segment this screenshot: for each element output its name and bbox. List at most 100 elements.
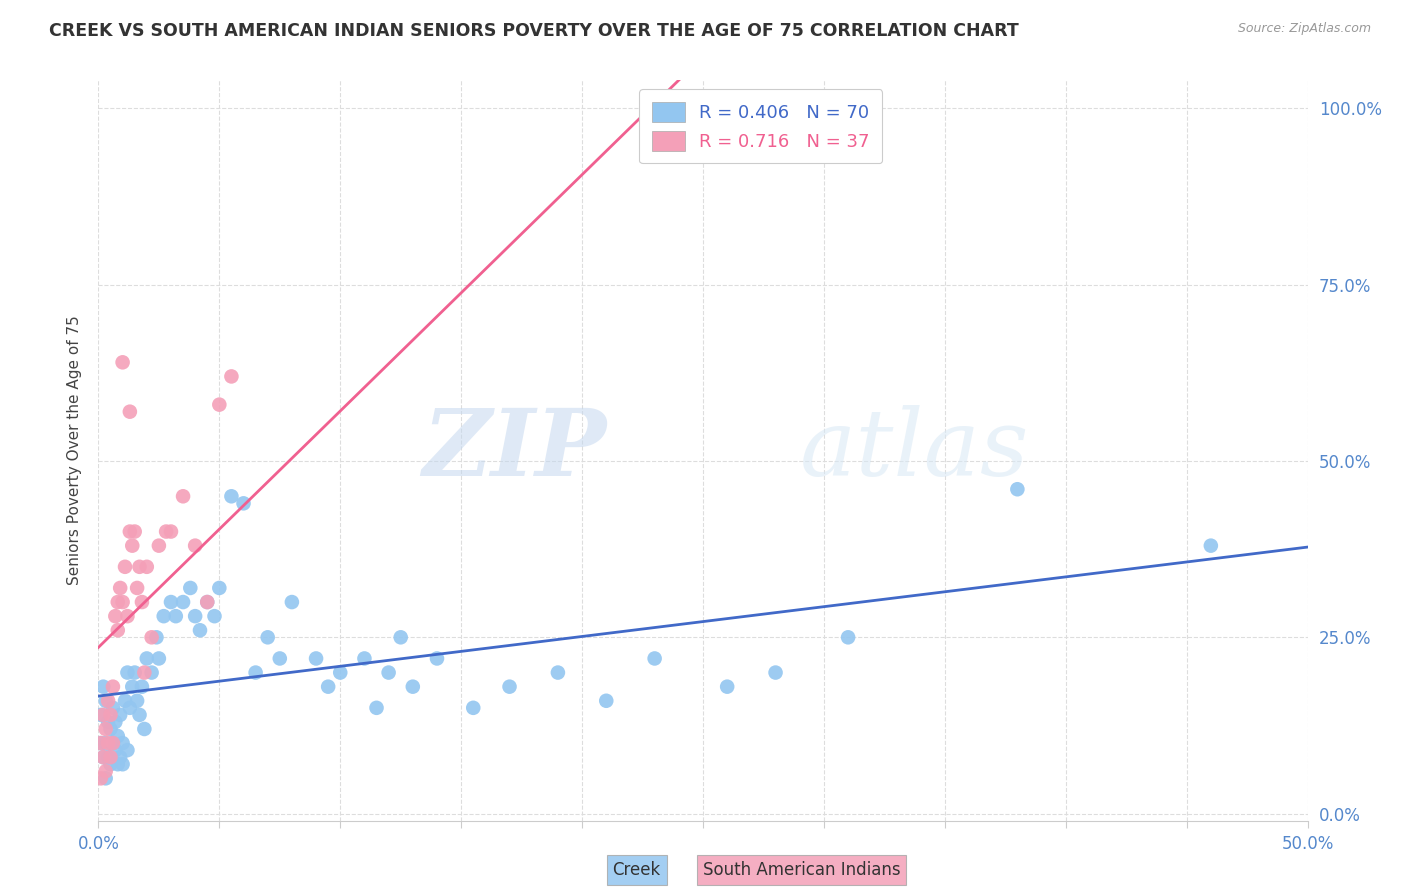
Point [135,559,157,574]
Point [124,665,146,680]
Point [104,609,127,624]
Point [104,714,127,729]
Point [195,595,218,609]
Point [245,665,267,680]
Point [118,524,141,539]
Point [127,581,149,595]
Point [128,559,150,574]
Point [124,524,146,539]
Point [100,757,122,772]
Point [498,680,520,694]
Legend: R = 0.406   N = 70, R = 0.716   N = 37: R = 0.406 N = 70, R = 0.716 N = 37 [640,89,882,163]
Point [111,736,134,750]
Point [91,750,114,764]
Y-axis label: Seniors Poverty Over the Age of 75: Seniors Poverty Over the Age of 75 [67,316,83,585]
Point [172,489,194,503]
Point [108,581,131,595]
Point [108,750,131,764]
Point [100,722,122,736]
Point [426,651,449,665]
Text: Creek: Creek [613,861,661,879]
Point [97,714,120,729]
Point [118,405,141,419]
Point [91,707,114,722]
Point [111,595,134,609]
Point [204,609,226,624]
Point [90,736,112,750]
Point [131,680,153,694]
Point [117,609,139,624]
Point [765,665,787,680]
Point [94,736,117,750]
Point [121,539,143,553]
Point [97,694,120,708]
Point [90,707,112,722]
Point [101,736,124,750]
Point [463,701,485,715]
Point [107,624,129,638]
Point [90,772,112,786]
Point [160,524,183,539]
Point [148,539,170,553]
Point [100,707,122,722]
Point [179,581,201,595]
Point [155,524,177,539]
Point [208,581,231,595]
Point [107,595,129,609]
Point [131,595,153,609]
Point [256,630,278,644]
Point [128,707,150,722]
Point [104,743,127,757]
Point [101,701,124,715]
Point [145,630,167,644]
Point [269,651,291,665]
Point [94,722,117,736]
Point [316,680,339,694]
Point [135,651,157,665]
Point [165,609,187,624]
Point [91,680,114,694]
Point [114,559,136,574]
Point [141,665,163,680]
Point [377,665,399,680]
Point [160,595,183,609]
Point [107,729,129,743]
Point [232,496,254,510]
Point [644,651,666,665]
Point [305,651,328,665]
Point [172,595,194,609]
Point [1007,482,1029,496]
Point [134,665,156,680]
Point [134,722,156,736]
Point [184,609,207,624]
Point [281,595,304,609]
Point [118,701,141,715]
Point [716,115,738,129]
Point [94,764,117,779]
Text: Source: ZipAtlas.com: Source: ZipAtlas.com [1237,22,1371,36]
Point [91,750,114,764]
Point [97,736,120,750]
Point [188,624,211,638]
Point [121,680,143,694]
Text: South American Indians: South American Indians [703,861,901,879]
Point [1199,539,1222,553]
Point [107,757,129,772]
Point [117,743,139,757]
Point [148,651,170,665]
Point [127,694,149,708]
Point [94,772,117,786]
Point [353,651,375,665]
Point [101,680,124,694]
Point [152,609,174,624]
Point [221,489,243,503]
Point [111,355,134,369]
Point [837,630,859,644]
Point [111,757,134,772]
Point [114,694,136,708]
Point [208,398,231,412]
Point [329,665,352,680]
Point [389,630,412,644]
Point [195,595,218,609]
Point [547,665,569,680]
